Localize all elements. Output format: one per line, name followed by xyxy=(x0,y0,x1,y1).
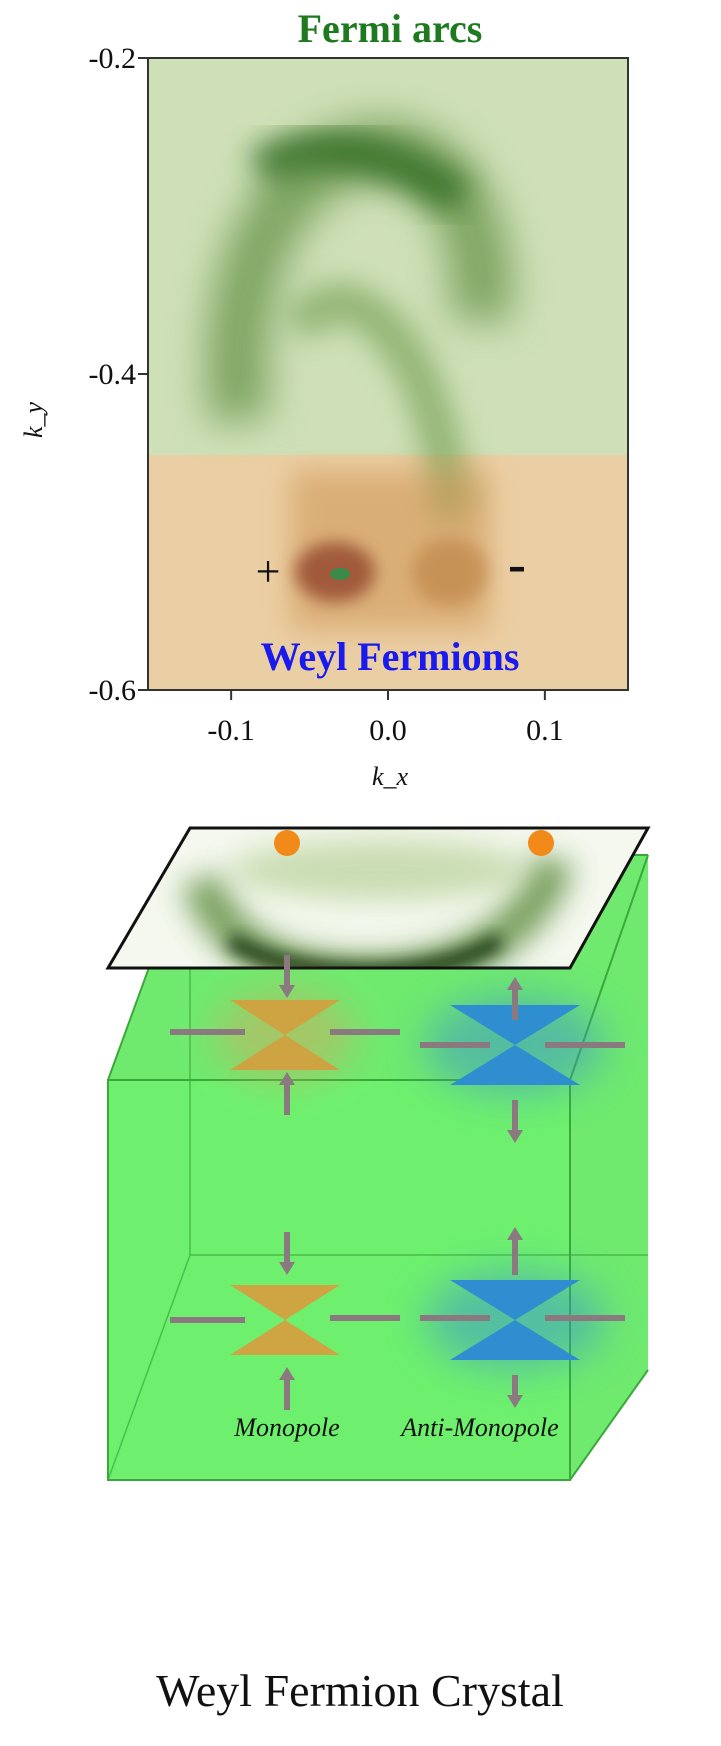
annotation: Weyl Fermions xyxy=(261,634,520,679)
heatmap xyxy=(148,58,628,690)
crystal-diagram: Monopole Anti-Monopole xyxy=(108,828,648,1480)
y-tick-label: -0.6 xyxy=(89,674,137,707)
plus-label: + xyxy=(256,547,281,596)
anti-monopole-label: Anti-Monopole xyxy=(399,1413,558,1442)
panel-title: Fermi arcs xyxy=(298,6,483,51)
figure: -0.1 0.0 0.1 -0.2 -0.4 -0.6 Fermi arcs + - We… xyxy=(0,0,721,1746)
y-tick-label: -0.2 xyxy=(89,42,137,75)
y-tick-label: -0.4 xyxy=(89,358,137,391)
x-tick-label: 0.0 xyxy=(369,714,407,747)
x-axis-label: k_x xyxy=(372,762,409,791)
x-tick-label: 0.1 xyxy=(526,714,564,747)
caption: Weyl Fermion Crystal xyxy=(156,1665,564,1716)
y-axis-label: k_y xyxy=(19,402,48,439)
minus-label: - xyxy=(508,534,526,594)
x-tick-label: -0.1 xyxy=(207,714,255,747)
monopole-label: Monopole xyxy=(233,1413,339,1442)
